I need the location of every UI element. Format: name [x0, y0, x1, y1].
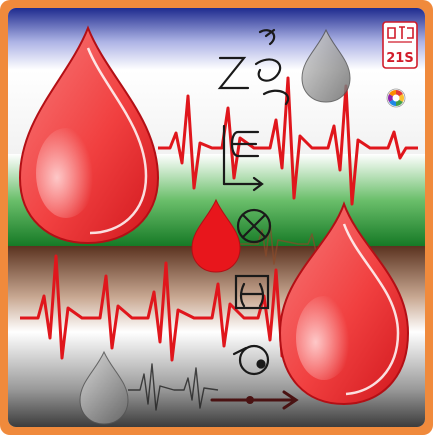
arrow-right-icon — [210, 390, 299, 410]
circled-dot-icon — [232, 344, 270, 376]
ecg-line-top — [158, 76, 418, 206]
color-wheel-icon — [386, 88, 406, 108]
blood-drop-icon-small — [191, 198, 241, 273]
element-of-icon — [222, 124, 264, 192]
artwork-canvas: 21S — [8, 8, 425, 427]
squared-minus-icon — [234, 274, 270, 310]
circled-times-icon — [236, 208, 272, 244]
blood-drop-icon-gray — [301, 28, 351, 103]
symbol-column — [210, 28, 299, 410]
logo: 21S — [382, 21, 418, 69]
ecg-line-bottom — [128, 363, 219, 411]
blood-drop-icon-large — [278, 201, 410, 406]
logo-text: 21S — [386, 51, 413, 66]
artwork-svg: 21S — [8, 8, 425, 427]
blood-drop-icon — [18, 25, 160, 245]
spiral-glyph-icon — [217, 28, 290, 106]
blood-drop-icon-gray-bottom — [79, 350, 129, 425]
